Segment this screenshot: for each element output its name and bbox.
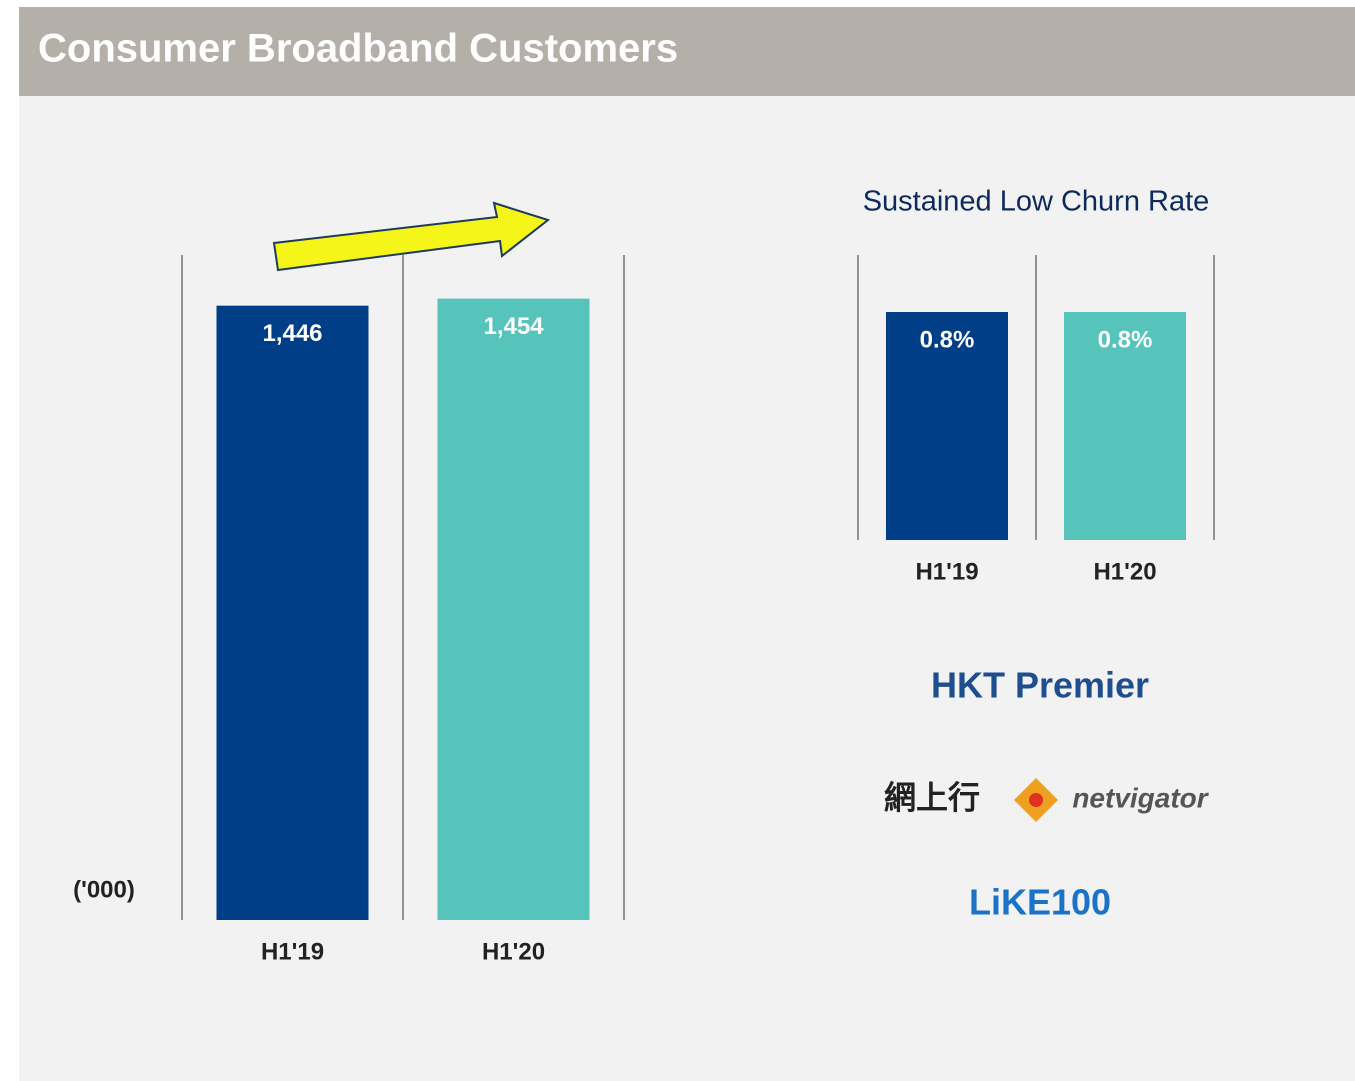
x-tick-label: H1'20 xyxy=(1093,558,1156,585)
chart-title: Sustained Low Churn Rate xyxy=(863,186,1210,218)
bar xyxy=(1064,312,1186,540)
bar xyxy=(437,298,590,920)
logo-like100: LiKE100 xyxy=(969,882,1111,923)
value-label: 1,446 xyxy=(262,320,322,347)
logo-icon xyxy=(1014,778,1058,822)
x-tick-label: H1'20 xyxy=(482,938,545,965)
bar xyxy=(216,305,369,920)
x-tick-label: H1'19 xyxy=(915,558,978,585)
value-label: 0.8% xyxy=(920,326,975,353)
page-title: Consumer Broadband Customers xyxy=(38,27,678,71)
logo-netvigator: netvigator xyxy=(1072,782,1209,813)
logo-chinese: 網上行 xyxy=(884,779,980,815)
unit-label: ('000) xyxy=(73,876,135,903)
x-tick-label: H1'19 xyxy=(261,938,324,965)
header-bar xyxy=(19,7,1355,96)
value-label: 0.8% xyxy=(1098,326,1153,353)
growth-arrow xyxy=(272,201,551,272)
value-label: 1,454 xyxy=(483,313,544,340)
bar xyxy=(886,312,1008,540)
logo-hkt-premier: HKT Premier xyxy=(931,665,1149,706)
